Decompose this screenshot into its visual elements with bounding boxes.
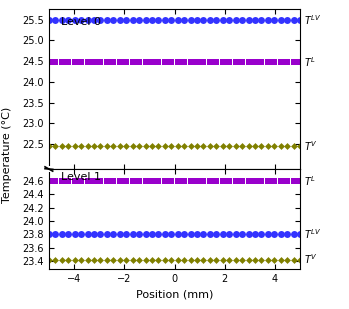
Text: $T^{V}$: $T^{V}$ (304, 139, 318, 153)
Text: Level 1: Level 1 (61, 172, 102, 182)
Text: $T^{L}$: $T^{L}$ (304, 55, 317, 69)
Text: $T^{L}$: $T^{L}$ (304, 174, 317, 188)
X-axis label: Position (mm): Position (mm) (136, 289, 213, 299)
Text: $T^{LV}$: $T^{LV}$ (304, 227, 322, 241)
Text: Temperature (°C): Temperature (°C) (2, 106, 12, 203)
Text: $T^{V}$: $T^{V}$ (304, 253, 318, 266)
Text: Level 0: Level 0 (61, 17, 102, 27)
Text: $T^{LV}$: $T^{LV}$ (304, 13, 322, 27)
